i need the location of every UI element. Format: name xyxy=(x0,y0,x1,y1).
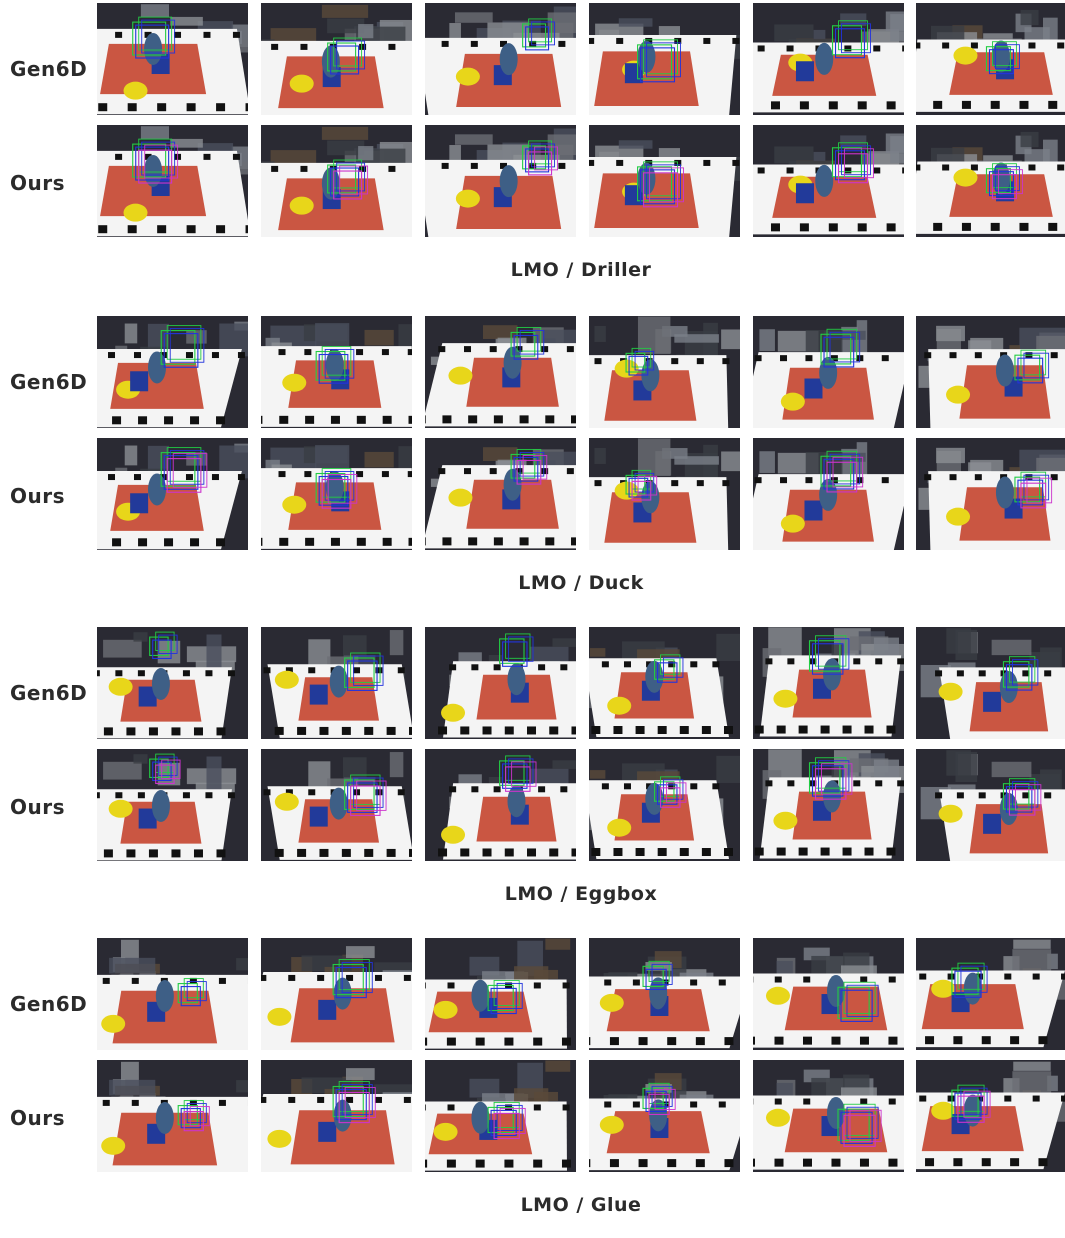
result-image-glue-ours-5 xyxy=(753,1060,904,1172)
result-image-glue-ours-6 xyxy=(916,1060,1065,1172)
result-image-driller-baseline-2 xyxy=(261,3,412,115)
result-image-glue-baseline-1 xyxy=(97,938,248,1050)
section-duck: Gen6D Ours LMO / Duck xyxy=(0,316,1065,616)
section-caption: LMO / Driller xyxy=(96,259,1065,281)
result-image-eggbox-baseline-4 xyxy=(589,627,740,739)
result-image-glue-baseline-3 xyxy=(425,938,576,1050)
section-glue: Gen6D Ours LMO / Glue xyxy=(0,938,1065,1238)
result-image-duck-ours-2 xyxy=(261,438,412,550)
section-eggbox: Gen6D Ours LMO / Eggbox xyxy=(0,627,1065,927)
result-image-duck-baseline-3 xyxy=(425,316,576,428)
result-image-eggbox-ours-2 xyxy=(261,749,412,861)
result-image-glue-ours-2 xyxy=(261,1060,412,1172)
row-label-baseline: Gen6D xyxy=(10,681,87,705)
result-image-glue-baseline-6 xyxy=(916,938,1065,1050)
result-image-eggbox-ours-5 xyxy=(753,749,904,861)
row-label-ours: Ours xyxy=(10,795,65,819)
section-driller: Gen6D Ours LMO / Driller xyxy=(0,3,1065,303)
result-image-eggbox-baseline-5 xyxy=(753,627,904,739)
result-image-glue-ours-4 xyxy=(589,1060,740,1172)
result-image-duck-ours-5 xyxy=(753,438,904,550)
section-caption: LMO / Eggbox xyxy=(96,883,1065,905)
result-image-duck-baseline-2 xyxy=(261,316,412,428)
result-image-driller-baseline-4 xyxy=(589,3,740,115)
result-image-driller-baseline-1 xyxy=(97,3,248,115)
result-image-driller-ours-4 xyxy=(589,125,740,237)
result-image-glue-baseline-5 xyxy=(753,938,904,1050)
result-image-glue-ours-3 xyxy=(425,1060,576,1172)
result-image-driller-ours-5 xyxy=(753,125,904,237)
row-label-baseline: Gen6D xyxy=(10,370,87,394)
result-image-eggbox-baseline-6 xyxy=(916,627,1065,739)
result-image-glue-baseline-2 xyxy=(261,938,412,1050)
result-image-eggbox-baseline-2 xyxy=(261,627,412,739)
result-image-driller-baseline-6 xyxy=(916,3,1065,115)
result-image-eggbox-baseline-3 xyxy=(425,627,576,739)
result-image-duck-baseline-5 xyxy=(753,316,904,428)
result-image-duck-baseline-4 xyxy=(589,316,740,428)
row-label-baseline: Gen6D xyxy=(10,992,87,1016)
result-image-driller-ours-2 xyxy=(261,125,412,237)
row-label-ours: Ours xyxy=(10,171,65,195)
row-label-ours: Ours xyxy=(10,1106,65,1130)
result-image-glue-baseline-4 xyxy=(589,938,740,1050)
result-image-driller-baseline-5 xyxy=(753,3,904,115)
result-image-eggbox-ours-6 xyxy=(916,749,1065,861)
result-image-duck-ours-6 xyxy=(916,438,1065,550)
result-image-eggbox-ours-4 xyxy=(589,749,740,861)
section-caption: LMO / Duck xyxy=(96,572,1065,594)
row-label-baseline: Gen6D xyxy=(10,57,87,81)
result-image-duck-baseline-1 xyxy=(97,316,248,428)
result-image-driller-baseline-3 xyxy=(425,3,576,115)
row-label-ours: Ours xyxy=(10,484,65,508)
result-image-driller-ours-3 xyxy=(425,125,576,237)
result-image-eggbox-ours-1 xyxy=(97,749,248,861)
result-image-duck-ours-4 xyxy=(589,438,740,550)
result-image-duck-ours-3 xyxy=(425,438,576,550)
result-image-driller-ours-6 xyxy=(916,125,1065,237)
result-image-driller-ours-1 xyxy=(97,125,248,237)
result-image-duck-baseline-6 xyxy=(916,316,1065,428)
result-image-eggbox-ours-3 xyxy=(425,749,576,861)
section-caption: LMO / Glue xyxy=(96,1194,1065,1216)
result-image-duck-ours-1 xyxy=(97,438,248,550)
result-image-eggbox-baseline-1 xyxy=(97,627,248,739)
result-image-glue-ours-1 xyxy=(97,1060,248,1172)
